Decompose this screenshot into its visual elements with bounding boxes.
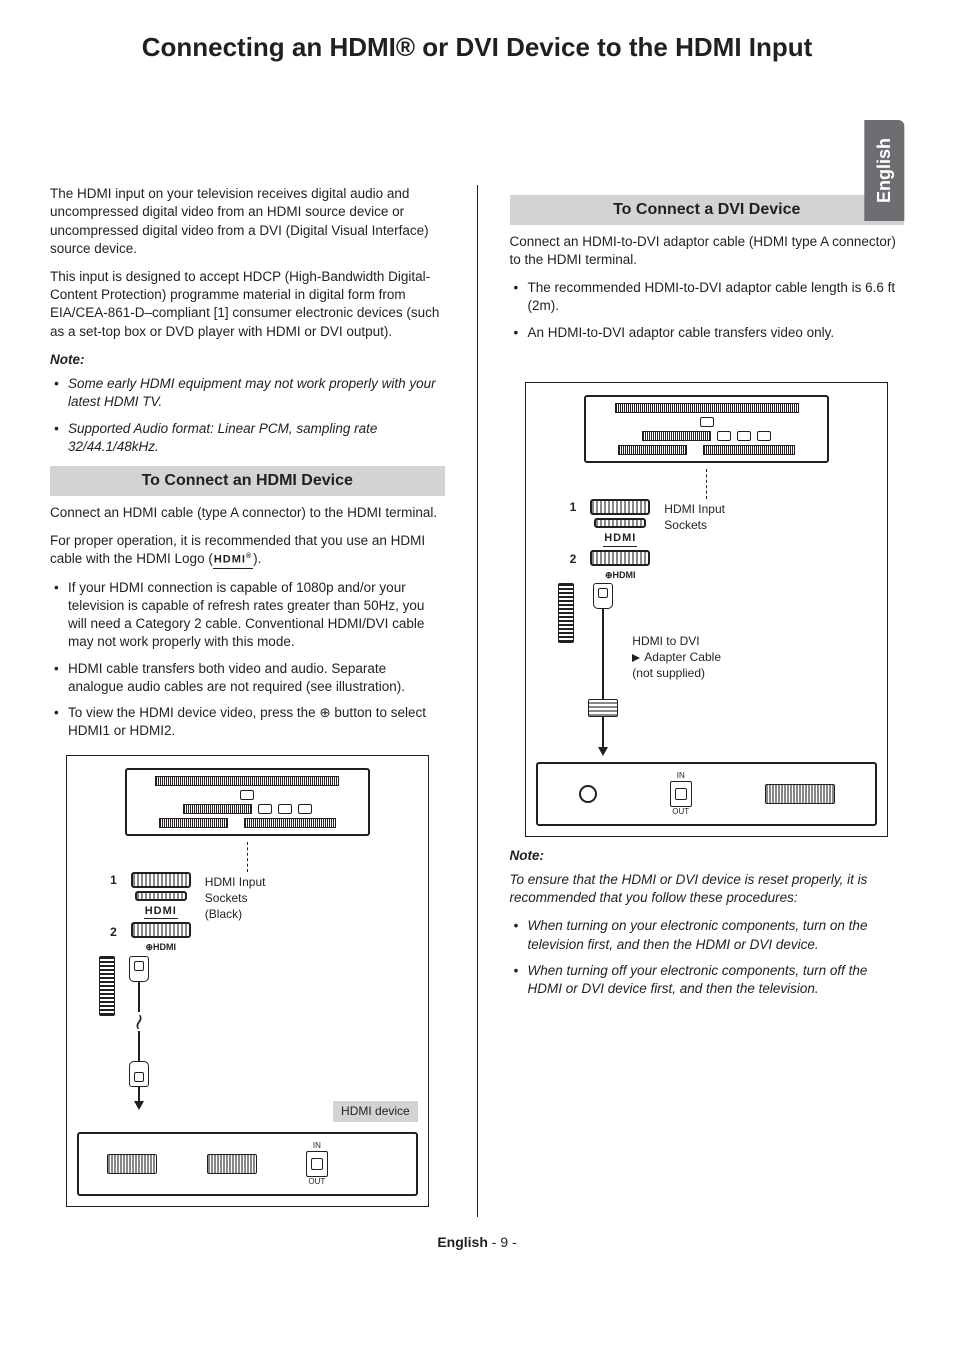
hdmi-socket-1-icon	[590, 499, 650, 515]
column-divider	[477, 185, 478, 1216]
footer-language: English	[437, 1234, 488, 1250]
hdmi-logo-icon: HDMI	[603, 531, 637, 547]
page-footer: English - 9 -	[50, 1233, 904, 1252]
device-in-label: IN	[313, 1142, 321, 1150]
dvi-source-device-icon: IN OUT	[536, 762, 877, 826]
side-connector-icon	[558, 583, 574, 643]
section-heading-dvi: To Connect a DVI Device	[510, 195, 905, 225]
note-label: Note:	[510, 847, 905, 865]
hdmi-sockets-label: HDMI Input	[664, 501, 877, 517]
tv-rear-panel-icon	[584, 395, 829, 463]
page-title: Connecting an HDMI® or DVI Device to the…	[50, 30, 904, 65]
hdmi-sub-label: ⊕HDMI	[146, 941, 177, 953]
hdmi-plug-top-icon	[593, 583, 613, 609]
intro-note-item: Supported Audio format: Linear PCM, samp…	[50, 420, 445, 456]
side-connector-icon	[99, 956, 115, 1016]
hdmi-slot-2-label: 2	[110, 924, 117, 940]
hdmi-device-label: HDMI device	[333, 1101, 418, 1121]
hdmi-socket-1-icon	[131, 872, 191, 888]
hdmi-socket-1b-icon	[135, 891, 187, 901]
dvi-adapter-icon	[588, 699, 618, 717]
hdmi-sockets-label: HDMI Input	[205, 874, 418, 890]
hdmi-bullet: If your HDMI connection is capable of 10…	[50, 579, 445, 652]
arrow-down-icon	[134, 1101, 144, 1110]
hdmi-logo-inline: HDMI®	[213, 552, 253, 569]
hdmi-socket-2-icon	[590, 550, 650, 566]
dvi-note-item: When turning on your electronic componen…	[510, 917, 905, 953]
dvi-cable-label: Adapter Cable	[644, 650, 721, 664]
dvi-cable-label: HDMI to DVI	[632, 633, 877, 649]
intro-paragraph-2: This input is designed to accept HDCP (H…	[50, 268, 445, 341]
intro-paragraph-1: The HDMI input on your television receiv…	[50, 185, 445, 258]
dvi-cable-label: (not supplied)	[632, 665, 877, 681]
hdmi-source-device-icon: IN OUT	[77, 1132, 418, 1196]
device-out-label: OUT	[308, 1178, 325, 1186]
hdmi-slot-1-label: 1	[110, 872, 117, 888]
hdmi-connection-diagram: 1 2 HDMI ⊕HDMI HDMI Input Sockets	[66, 755, 429, 1207]
section-heading-hdmi: To Connect an HDMI Device	[50, 466, 445, 496]
hdmi-sub-label: ⊕HDMI	[605, 569, 636, 581]
dvi-notes-list: When turning on your electronic componen…	[510, 917, 905, 998]
hdmi-slot-1-label: 1	[570, 499, 577, 515]
dvi-note-item: When turning off your electronic compone…	[510, 962, 905, 998]
hdmi-paragraph-1: Connect an HDMI cable (type A connector)…	[50, 504, 445, 522]
device-in-label: IN	[677, 772, 685, 780]
hdmi-socket-1b-icon	[594, 518, 646, 528]
hdmi-paragraph-2: For proper operation, it is recommended …	[50, 532, 445, 569]
dvi-bullet: The recommended HDMI-to-DVI adaptor cabl…	[510, 279, 905, 315]
dvi-bullet: An HDMI-to-DVI adaptor cable transfers v…	[510, 324, 905, 342]
hdmi-bullet: To view the HDMI device video, press the…	[50, 704, 445, 740]
arrow-down-icon	[598, 747, 608, 756]
hdmi-socket-2-icon	[131, 922, 191, 938]
dvi-connection-diagram: 1 2 HDMI ⊕HDMI HDMI Input Sockets	[525, 382, 888, 837]
dvi-bullet-list: The recommended HDMI-to-DVI adaptor cabl…	[510, 279, 905, 342]
intro-note-item: Some early HDMI equipment may not work p…	[50, 375, 445, 411]
hdmi-plug-bottom-icon	[129, 1061, 149, 1087]
device-out-label: OUT	[672, 808, 689, 816]
language-side-tab: English	[864, 120, 904, 221]
right-column: To Connect a DVI Device Connect an HDMI-…	[510, 185, 905, 1216]
hdmi-bullet-list: If your HDMI connection is capable of 10…	[50, 579, 445, 741]
hdmi-bullet: HDMI cable transfers both video and audi…	[50, 660, 445, 696]
footer-page-number: 9	[500, 1234, 508, 1250]
note-label: Note:	[50, 351, 445, 369]
hdmi-sockets-label: Sockets	[205, 890, 418, 906]
arrow-right-icon	[632, 654, 640, 662]
intro-notes-list: Some early HDMI equipment may not work p…	[50, 375, 445, 456]
left-column: The HDMI input on your television receiv…	[50, 185, 445, 1216]
hdmi-plug-top-icon	[129, 956, 149, 982]
tv-rear-panel-icon	[125, 768, 370, 836]
hdmi-sockets-label: (Black)	[205, 906, 418, 922]
dvi-paragraph-1: Connect an HDMI-to-DVI adaptor cable (HD…	[510, 233, 905, 269]
dvi-note-intro: To ensure that the HDMI or DVI device is…	[510, 871, 905, 907]
hdmi-slot-2-label: 2	[570, 551, 577, 567]
hdmi-sockets-label: Sockets	[664, 517, 877, 533]
hdmi-logo-icon: HDMI	[144, 904, 178, 920]
